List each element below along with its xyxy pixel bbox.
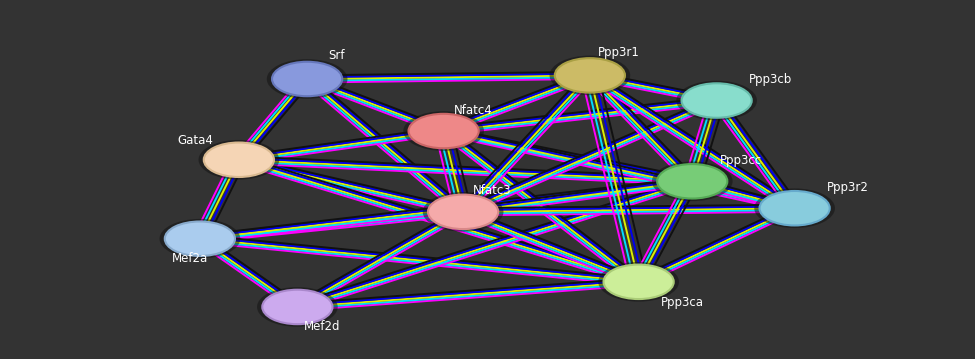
Ellipse shape xyxy=(604,265,674,299)
Ellipse shape xyxy=(555,58,625,93)
Ellipse shape xyxy=(423,192,503,232)
Ellipse shape xyxy=(404,111,484,151)
Ellipse shape xyxy=(550,56,630,95)
Ellipse shape xyxy=(755,188,835,228)
Text: Srf: Srf xyxy=(329,49,344,62)
Ellipse shape xyxy=(657,164,727,199)
Text: Ppp3cb: Ppp3cb xyxy=(749,73,792,86)
Ellipse shape xyxy=(760,191,830,225)
Text: Ppp3cc: Ppp3cc xyxy=(720,154,762,167)
Text: Mef2a: Mef2a xyxy=(172,252,209,265)
Ellipse shape xyxy=(160,219,240,258)
Ellipse shape xyxy=(428,195,498,229)
Ellipse shape xyxy=(272,62,342,96)
Text: Gata4: Gata4 xyxy=(177,134,213,146)
Text: Ppp3r2: Ppp3r2 xyxy=(828,181,869,194)
Ellipse shape xyxy=(165,222,235,256)
Ellipse shape xyxy=(682,83,752,118)
Ellipse shape xyxy=(652,162,732,201)
Ellipse shape xyxy=(257,287,337,327)
Ellipse shape xyxy=(199,140,279,180)
Ellipse shape xyxy=(267,59,347,99)
Text: Ppp3r1: Ppp3r1 xyxy=(599,46,640,59)
Text: Nfatc3: Nfatc3 xyxy=(473,185,512,197)
Ellipse shape xyxy=(599,262,679,302)
Ellipse shape xyxy=(262,290,332,324)
Ellipse shape xyxy=(409,114,479,148)
Ellipse shape xyxy=(677,81,757,120)
Ellipse shape xyxy=(204,143,274,177)
Text: Ppp3ca: Ppp3ca xyxy=(661,296,704,309)
Text: Nfatc4: Nfatc4 xyxy=(453,104,492,117)
Text: Mef2d: Mef2d xyxy=(303,320,340,333)
